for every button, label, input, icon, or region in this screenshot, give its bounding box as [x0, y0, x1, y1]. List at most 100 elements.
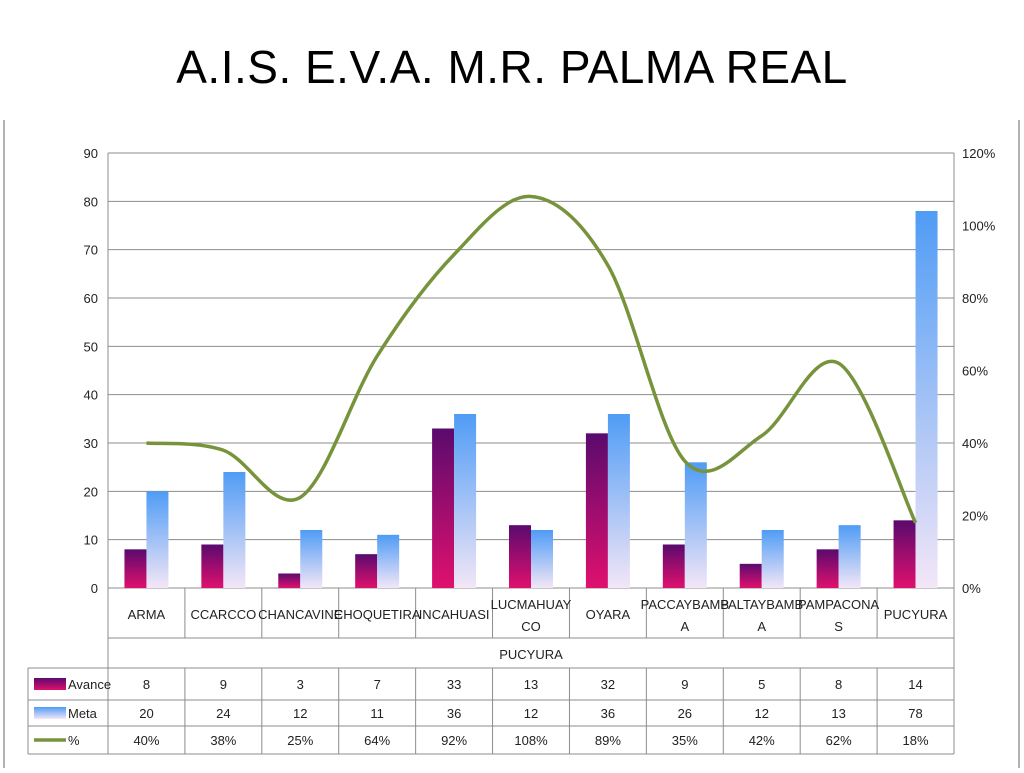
table-cell-value: 36 [601, 706, 615, 721]
x-category-label: LUCMAHUAY [491, 597, 572, 612]
x-category-label: CHOQUETIRA [334, 607, 421, 622]
y-right-tick-label: 40% [962, 436, 988, 451]
x-category-label: OYARA [586, 607, 631, 622]
bar-meta [762, 530, 784, 588]
x-category-label: ARMA [128, 607, 166, 622]
table-cell-value: 33 [447, 677, 461, 692]
bar-avance [740, 564, 762, 588]
y-right-tick-label: 60% [962, 364, 988, 379]
table-cell-value: 3 [297, 677, 304, 692]
bar-meta [223, 472, 245, 588]
bar-avance [586, 433, 608, 588]
table-cell-value: 7 [374, 677, 381, 692]
table-cell-value: 92% [441, 733, 467, 748]
bar-avance [663, 545, 685, 589]
x-category-label: PALTAYBAMB [720, 597, 803, 612]
table-cell-value: 25% [287, 733, 313, 748]
y-left-tick-label: 30 [84, 436, 98, 451]
table-cell-value: 42% [749, 733, 775, 748]
x-category-label: S [834, 619, 843, 634]
table-cell-value: 24 [216, 706, 230, 721]
table-cell-value: 5 [758, 677, 765, 692]
bar-meta [454, 414, 476, 588]
table-cell-value: 64% [364, 733, 390, 748]
y-left-tick-label: 0 [91, 581, 98, 596]
y-left-tick-label: 80 [84, 194, 98, 209]
x-category-label: PAMPACONA [798, 597, 879, 612]
bar-meta [916, 211, 938, 588]
x-category-label: CHANCAVINE [258, 607, 343, 622]
table-cell-value: 13 [524, 677, 538, 692]
table-cell-value: 12 [524, 706, 538, 721]
table-cell-value: 35% [672, 733, 698, 748]
table-cell-value: 89% [595, 733, 621, 748]
bar-meta [839, 525, 861, 588]
bar-avance [894, 520, 916, 588]
bar-avance [124, 549, 146, 588]
table-cell-value: 108% [514, 733, 548, 748]
table-cell-value: 12 [293, 706, 307, 721]
bar-meta [146, 491, 168, 588]
x-category-label: INCAHUASI [419, 607, 490, 622]
x-category-label: PACCAYBAMB [641, 597, 729, 612]
x-category-label: PUCYURA [884, 607, 948, 622]
bar-meta [685, 462, 707, 588]
legend-series-name: Avance [68, 677, 111, 692]
y-left-tick-label: 60 [84, 291, 98, 306]
table-cell-value: 78 [908, 706, 922, 721]
line-layer [146, 196, 915, 522]
bar-meta [300, 530, 322, 588]
bar-avance [201, 545, 223, 589]
y-right-tick-label: 0% [962, 581, 981, 596]
bar-avance [432, 429, 454, 589]
table-cell-value: 36 [447, 706, 461, 721]
table-cell-value: 20 [139, 706, 153, 721]
legend-key-avance [34, 678, 66, 690]
y-right-tick-label: 120% [962, 146, 996, 161]
bar-avance [509, 525, 531, 588]
bar-meta [531, 530, 553, 588]
y-left-tick-label: 20 [84, 484, 98, 499]
y-left-tick-label: 10 [84, 533, 98, 548]
table-cell-value: 12 [754, 706, 768, 721]
table-cell-value: 9 [681, 677, 688, 692]
table-cell-value: 11 [370, 706, 384, 721]
bar-avance [817, 549, 839, 588]
y-left-tick-label: 50 [84, 339, 98, 354]
table-cell-value: 18% [903, 733, 929, 748]
table-cell-value: 9 [220, 677, 227, 692]
bars-layer [124, 211, 937, 588]
table-cell-value: 38% [210, 733, 236, 748]
y-right-tick-label: 100% [962, 219, 996, 234]
y-left-tick-label: 70 [84, 243, 98, 258]
bar-avance [355, 554, 377, 588]
x-category-label: A [757, 619, 766, 634]
table-cell-value: 8 [835, 677, 842, 692]
combo-chart: 0 10 20 30 40 50 60 70 80 90 0% 20% 40% 60% 80% 100% 120… [0, 118, 1024, 768]
percent-series-line [146, 196, 915, 522]
bar-avance [278, 574, 300, 589]
y-left-tick-label: 40 [84, 388, 98, 403]
x-category-label: CO [521, 619, 541, 634]
legend-series-name: Meta [68, 706, 98, 721]
y-right-tick-label: 20% [962, 509, 988, 524]
table-cell-value: 32 [601, 677, 615, 692]
bar-meta [608, 414, 630, 588]
x-category-label: CCARCCO [190, 607, 256, 622]
group-label: PUCYURA [499, 647, 563, 662]
legend-series-name: % [68, 733, 80, 748]
x-category-label: A [680, 619, 689, 634]
table-cell-value: 40% [133, 733, 159, 748]
table-cell-value: 13 [831, 706, 845, 721]
y-left-tick-label: 90 [84, 146, 98, 161]
slide-title: A.I.S. E.V.A. M.R. PALMA REAL [0, 40, 1024, 94]
legend-key-meta [34, 707, 66, 719]
table-cell-value: 26 [678, 706, 692, 721]
bar-meta [377, 535, 399, 588]
table-cell-value: 8 [143, 677, 150, 692]
table-cell-value: 14 [908, 677, 922, 692]
chart-frame: 0 10 20 30 40 50 60 70 80 90 0% 20% 40% 60% 80% 100% 120… [0, 118, 1024, 768]
y-right-tick-label: 80% [962, 291, 988, 306]
table-cell-value: 62% [826, 733, 852, 748]
